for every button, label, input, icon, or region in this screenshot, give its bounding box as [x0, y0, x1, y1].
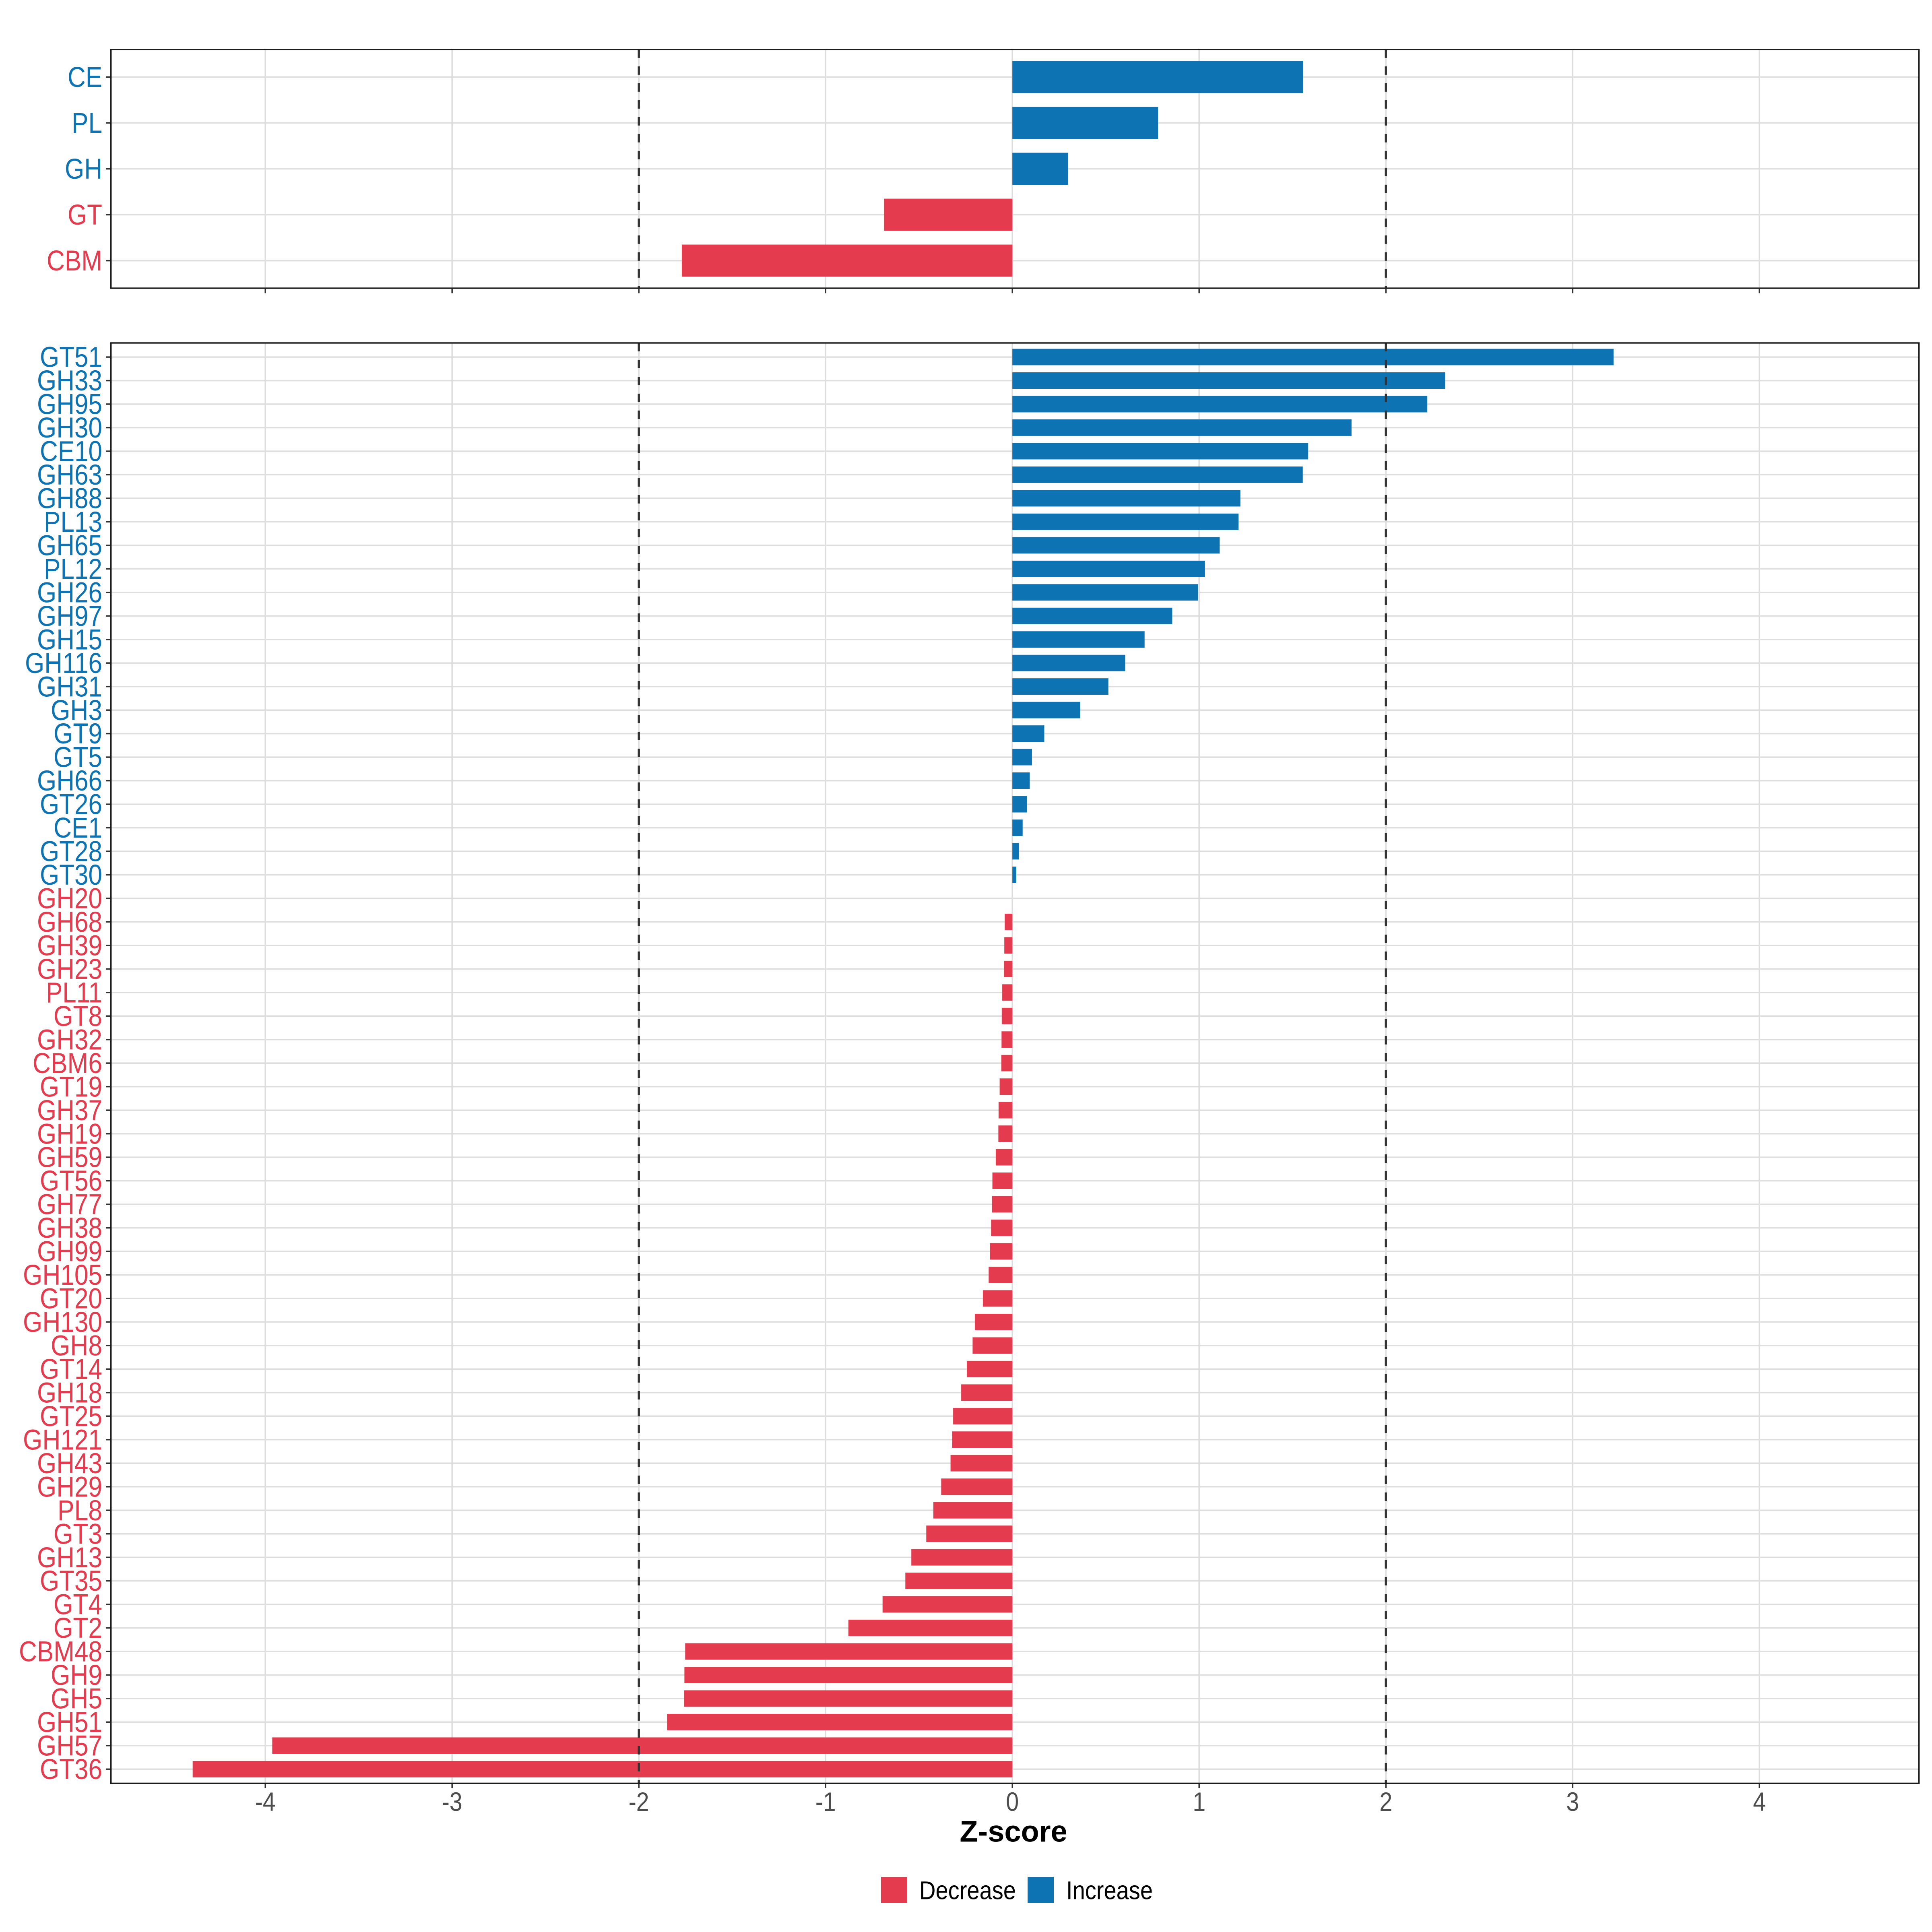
svg-text:GT8: GT8	[54, 1001, 102, 1032]
svg-text:GT51: GT51	[40, 342, 102, 374]
svg-text:GT2: GT2	[54, 1612, 102, 1644]
svg-text:GT20: GT20	[40, 1283, 102, 1315]
svg-text:PL13: PL13	[44, 506, 102, 538]
svg-text:GH63: GH63	[37, 459, 102, 491]
svg-text:CBM48: CBM48	[19, 1636, 102, 1668]
svg-text:CE10: CE10	[40, 436, 102, 468]
svg-text:PL12: PL12	[44, 553, 102, 585]
svg-text:GT: GT	[68, 199, 102, 231]
svg-text:GT56: GT56	[40, 1165, 102, 1197]
svg-text:3: 3	[1566, 1787, 1579, 1816]
svg-text:-3: -3	[442, 1787, 462, 1816]
svg-text:PL11: PL11	[46, 977, 102, 1009]
svg-text:GH57: GH57	[37, 1730, 102, 1762]
svg-text:GH37: GH37	[37, 1095, 102, 1127]
svg-text:GH26: GH26	[37, 577, 102, 609]
svg-text:0: 0	[1006, 1787, 1019, 1816]
svg-text:CE1: CE1	[54, 812, 102, 844]
svg-text:GH3: GH3	[51, 695, 102, 727]
svg-text:GT5: GT5	[54, 742, 102, 774]
svg-text:GH15: GH15	[37, 624, 102, 656]
svg-text:GH68: GH68	[37, 906, 102, 938]
svg-text:GH13: GH13	[37, 1542, 102, 1574]
svg-text:GH59: GH59	[37, 1142, 102, 1174]
svg-text:PL: PL	[72, 107, 102, 139]
svg-text:GT19: GT19	[40, 1071, 102, 1103]
svg-text:GH65: GH65	[37, 530, 102, 562]
svg-text:CBM6: CBM6	[33, 1048, 102, 1080]
svg-text:-4: -4	[255, 1787, 276, 1816]
svg-text:GH88: GH88	[37, 483, 102, 515]
svg-text:GH32: GH32	[37, 1024, 102, 1056]
svg-text:GH66: GH66	[37, 765, 102, 797]
svg-text:GT26: GT26	[40, 789, 102, 821]
svg-text:GH105: GH105	[23, 1259, 102, 1291]
svg-text:1: 1	[1193, 1787, 1205, 1816]
svg-text:GH51: GH51	[37, 1707, 102, 1738]
svg-text:GH33: GH33	[37, 365, 102, 397]
svg-text:GH43: GH43	[37, 1448, 102, 1480]
svg-text:GH121: GH121	[23, 1424, 102, 1456]
svg-text:GH39: GH39	[37, 930, 102, 962]
svg-text:GH97: GH97	[37, 601, 102, 632]
svg-text:GT4: GT4	[54, 1589, 102, 1621]
svg-text:GH77: GH77	[37, 1189, 102, 1221]
svg-text:GH18: GH18	[37, 1377, 102, 1409]
svg-text:GH38: GH38	[37, 1212, 102, 1244]
svg-text:-1: -1	[815, 1787, 836, 1816]
svg-text:GH30: GH30	[37, 412, 102, 444]
svg-text:4: 4	[1753, 1787, 1766, 1816]
svg-text:GH20: GH20	[37, 883, 102, 915]
svg-text:GH9: GH9	[51, 1660, 102, 1691]
svg-text:GH29: GH29	[37, 1471, 102, 1503]
svg-text:GH95: GH95	[37, 389, 102, 421]
svg-text:GT25: GT25	[40, 1401, 102, 1432]
svg-text:Increase: Increase	[1066, 1876, 1153, 1905]
svg-text:GH23: GH23	[37, 954, 102, 985]
svg-text:CE: CE	[68, 62, 102, 93]
svg-text:GH5: GH5	[51, 1683, 102, 1715]
svg-text:GT36: GT36	[40, 1754, 102, 1785]
svg-text:GT30: GT30	[40, 859, 102, 891]
svg-text:-2: -2	[629, 1787, 649, 1816]
svg-text:GT9: GT9	[54, 718, 102, 750]
svg-text:GH: GH	[65, 153, 102, 185]
svg-text:GH19: GH19	[37, 1118, 102, 1150]
svg-text:GH99: GH99	[37, 1236, 102, 1268]
svg-text:GT3: GT3	[54, 1518, 102, 1550]
svg-text:GT35: GT35	[40, 1565, 102, 1597]
svg-text:GH31: GH31	[37, 671, 102, 703]
svg-text:2: 2	[1379, 1787, 1392, 1816]
svg-text:GH130: GH130	[23, 1307, 102, 1338]
svg-text:CBM: CBM	[47, 245, 102, 277]
svg-text:Decrease: Decrease	[919, 1876, 1016, 1905]
svg-text:PL8: PL8	[58, 1495, 102, 1527]
svg-text:GH116: GH116	[25, 648, 102, 679]
svg-text:GH8: GH8	[51, 1330, 102, 1362]
svg-text:GT28: GT28	[40, 836, 102, 868]
svg-text:GT14: GT14	[40, 1354, 102, 1385]
svg-text:Z-score: Z-score	[960, 1815, 1067, 1848]
